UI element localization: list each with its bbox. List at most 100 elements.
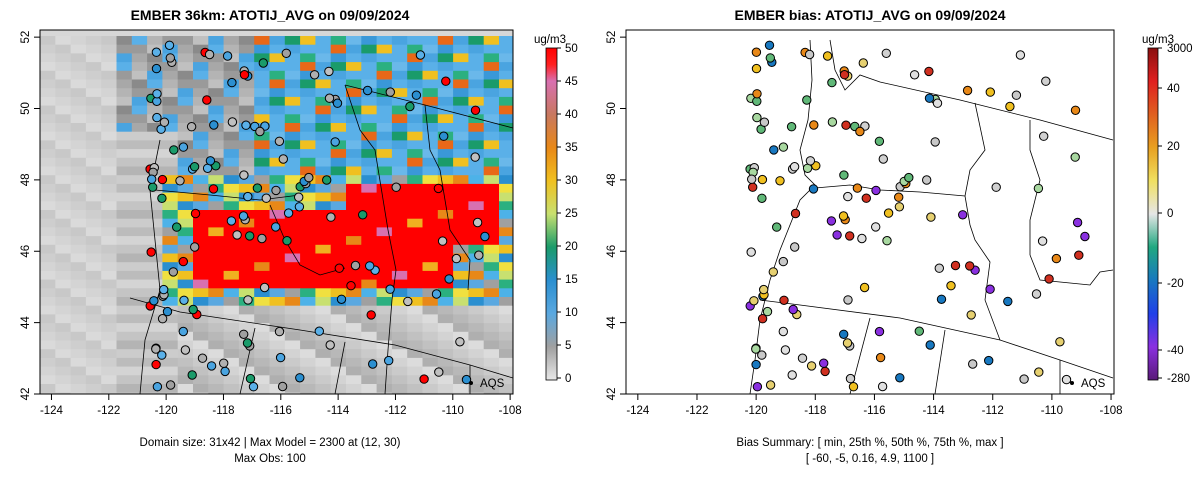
heatmap-cell	[437, 53, 454, 63]
x-tick-label: -120	[745, 405, 768, 417]
heatmap-cell	[453, 236, 469, 246]
colorbar-tick-label: 30	[565, 175, 578, 187]
x-tick-label: -112	[982, 405, 1004, 417]
heatmap-cell	[101, 88, 117, 98]
heatmap-cell	[315, 227, 332, 237]
heatmap-cell	[346, 62, 362, 72]
aqs-bias-marker	[757, 193, 767, 204]
heatmap-cell	[269, 314, 286, 324]
heatmap-cell	[437, 392, 454, 394]
heatmap-cell	[300, 201, 316, 211]
heatmap-cell	[407, 366, 423, 376]
heatmap-cell	[361, 331, 377, 341]
aqs-bias-marker	[1051, 253, 1062, 264]
aqs-site-marker	[172, 222, 182, 232]
aqs-bias-marker	[805, 156, 816, 166]
aqs-bias-marker	[780, 345, 791, 355]
heatmap-cell	[85, 183, 102, 193]
aqs-site-marker	[239, 70, 250, 80]
heatmap-cell	[483, 297, 500, 307]
x-tick-label: -110	[1041, 405, 1063, 417]
heatmap-cell	[55, 244, 71, 254]
heatmap-cell	[177, 314, 194, 324]
heatmap-cell	[361, 175, 377, 185]
heatmap-cell	[376, 218, 393, 228]
heatmap-cell	[131, 375, 148, 385]
heatmap-cell	[483, 166, 500, 176]
heatmap-cell	[101, 96, 117, 106]
heatmap-cell	[101, 244, 117, 254]
heatmap-cell	[483, 210, 500, 220]
heatmap-cell	[162, 357, 179, 367]
heatmap-cell	[40, 279, 56, 289]
heatmap-cell	[116, 44, 133, 54]
heatmap-cell	[40, 244, 56, 254]
model-panel-title: EMBER 36km: ATOTIJ_AVG on 09/09/2024	[131, 7, 410, 23]
heatmap-cell	[254, 270, 270, 280]
aqs-bias-marker	[1039, 131, 1049, 141]
heatmap-cell	[284, 131, 301, 141]
aqs-bias-marker	[775, 176, 785, 186]
heatmap-cell	[238, 366, 255, 376]
heatmap-cell	[55, 253, 71, 263]
heatmap-cell	[315, 166, 332, 176]
heatmap-cell	[223, 123, 240, 133]
aqs-site-marker	[175, 176, 185, 186]
heatmap-cell	[131, 183, 148, 193]
heatmap-cell	[315, 79, 332, 89]
heatmap-cell	[55, 114, 71, 124]
heatmap-cell	[55, 340, 71, 350]
heatmap-cell	[70, 105, 87, 115]
heatmap-cell	[208, 36, 224, 46]
heatmap-cell	[193, 201, 209, 211]
aqs-bias-marker	[789, 162, 800, 172]
heatmap-cell	[468, 262, 485, 272]
heatmap-cell	[499, 288, 513, 298]
heatmap-cell	[361, 288, 377, 298]
heatmap-cell	[483, 36, 500, 46]
heatmap-cell	[330, 279, 347, 289]
aqs-bias-marker	[894, 202, 905, 212]
heatmap-cell	[177, 149, 194, 159]
heatmap-cell	[483, 236, 500, 246]
aqs-bias-marker	[819, 358, 829, 368]
heatmap-cell	[269, 340, 286, 350]
heatmap-cell	[208, 288, 224, 298]
heatmap-cell	[269, 105, 286, 115]
heatmap-cell	[269, 262, 286, 272]
heatmap-cell	[468, 123, 485, 133]
heatmap-cell	[437, 140, 454, 150]
heatmap-cell	[193, 331, 209, 341]
heatmap-cell	[162, 340, 179, 350]
aqs-bias-sites	[745, 40, 1090, 392]
heatmap-cell	[131, 236, 148, 246]
heatmap-cell	[284, 340, 301, 350]
heatmap-cell	[208, 297, 224, 307]
aqs-site-marker	[384, 355, 394, 366]
heatmap-cell	[361, 270, 377, 280]
heatmap-cell	[468, 384, 485, 394]
heatmap-cell	[40, 314, 56, 324]
heatmap-cell	[162, 236, 179, 246]
aqs-site-marker	[162, 306, 173, 317]
heatmap-cell	[483, 62, 500, 72]
heatmap-cell	[330, 305, 347, 315]
heatmap-cell	[193, 166, 209, 176]
aqs-bias-marker	[991, 182, 1001, 192]
heatmap-cell	[193, 392, 209, 394]
heatmap-cell	[437, 157, 454, 167]
heatmap-cell	[300, 131, 316, 141]
heatmap-cell	[391, 340, 408, 350]
heatmap-cell	[131, 44, 148, 54]
heatmap-cell	[193, 366, 209, 376]
heatmap-cell	[499, 79, 513, 89]
heatmap-cell	[330, 366, 347, 376]
heatmap-cell	[437, 270, 454, 280]
heatmap-cell	[131, 62, 148, 72]
heatmap-cell	[376, 192, 393, 202]
heatmap-cell	[131, 79, 148, 89]
heatmap-cell	[131, 392, 148, 394]
heatmap-cell	[330, 253, 347, 263]
heatmap-cell	[116, 114, 133, 124]
heatmap-cell	[361, 210, 377, 220]
